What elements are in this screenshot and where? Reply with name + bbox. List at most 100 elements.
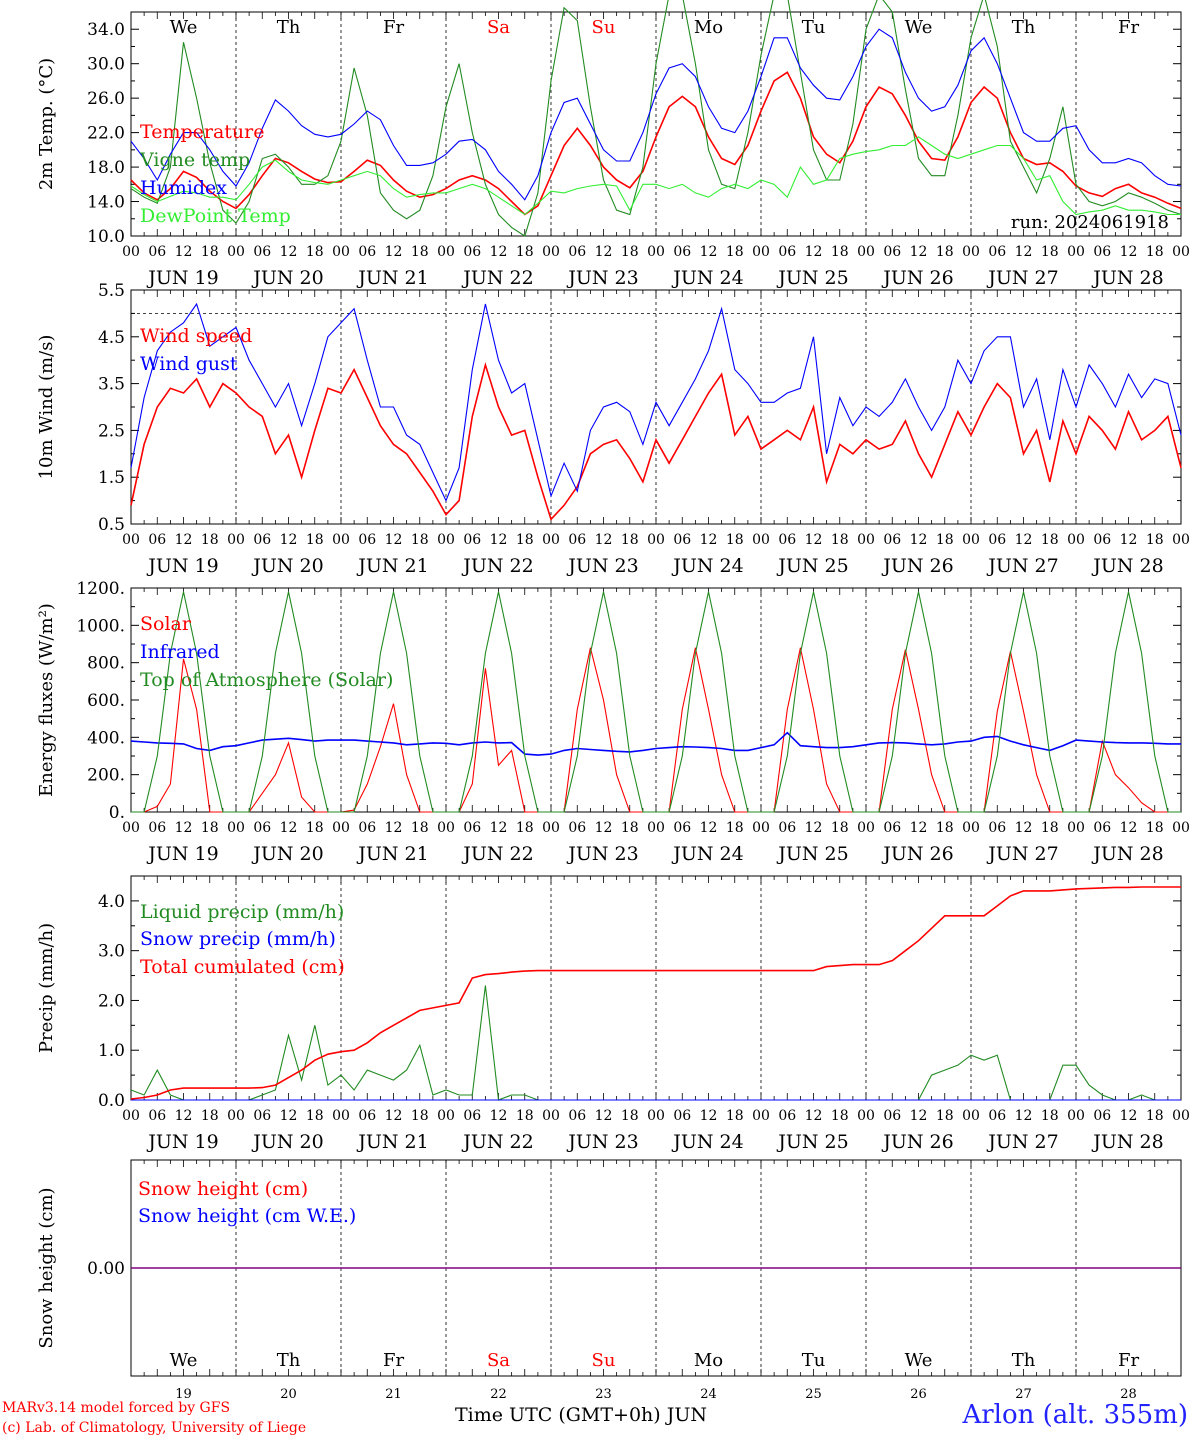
y-tick-label: 2.0 [98,991,125,1011]
hour-tick-label: 06 [988,1108,1006,1124]
weekday-label: Th [277,17,301,38]
y-tick-label: 0.0 [98,1091,125,1111]
hour-tick-label: 06 [463,820,481,836]
hour-tick-label: 12 [910,532,928,548]
hour-tick-label: 00 [647,820,665,836]
hour-tick-label: 00 [1067,1108,1085,1124]
hour-tick-label: 00 [542,820,560,836]
hour-tick-label: 18 [306,244,324,260]
y-tick-label: 800. [87,654,125,674]
hour-tick-label: 18 [831,532,849,548]
hour-tick-label: 12 [1120,1108,1138,1124]
date-label: JUN 26 [881,267,953,289]
y-tick-label: 3.5 [98,375,125,395]
date-label: JUN 25 [776,267,848,289]
legend-entry: Wind gust [140,353,238,375]
y-tick-label: 3.0 [98,942,125,962]
hour-tick-label: 12 [595,820,613,836]
date-label: JUN 22 [461,267,533,289]
hour-tick-label: 12 [700,1108,718,1124]
date-label: JUN 28 [1091,843,1163,865]
weekday-label: Sa [487,1350,510,1371]
hour-tick-label: 06 [253,820,271,836]
hour-tick-label: 18 [1041,1108,1059,1124]
hour-tick-label: 00 [1172,1108,1190,1124]
hour-tick-label: 00 [437,820,455,836]
weekday-label: Th [1012,17,1036,38]
hour-tick-label: 12 [595,1108,613,1124]
hour-tick-label: 00 [962,532,980,548]
y-axis-label: 2m Temp. (°C) [36,58,57,190]
day-number-label: 21 [385,1387,402,1402]
hour-tick-label: 12 [1120,244,1138,260]
hour-tick-label: 00 [227,532,245,548]
hour-tick-label: 06 [358,820,376,836]
run-label: run: 2024061918 [1011,212,1169,233]
y-tick-label: 18.0 [87,158,125,178]
hour-tick-label: 06 [253,244,271,260]
weekday-label: Sa [487,17,510,38]
date-label: JUN 23 [566,843,638,865]
hour-tick-label: 12 [490,532,508,548]
y-tick-label: 10.0 [87,227,125,247]
hour-tick-label: 06 [463,532,481,548]
day-number-label: 25 [805,1387,822,1402]
y-tick-label: 4.5 [98,328,125,348]
hour-tick-label: 00 [122,1108,140,1124]
hour-tick-label: 06 [1093,244,1111,260]
panel-3: 0. 200. 400. 600. 800. 1000. 1200. Energy fluxe… [36,579,1190,865]
date-label: JUN 19 [146,843,218,865]
hour-tick-label: 06 [148,532,166,548]
date-label: JUN 24 [671,1131,743,1153]
hour-tick-label: 18 [201,244,219,260]
day-number-label: 20 [280,1387,297,1402]
date-label: JUN 23 [566,1131,638,1153]
date-label: JUN 27 [986,843,1058,865]
weekday-label: Su [592,17,616,38]
legend-entry: Snow height (cm W.E.) [138,1205,356,1227]
hour-tick-label: 12 [175,244,193,260]
hour-tick-label: 18 [1041,244,1059,260]
hour-tick-label: 12 [280,244,298,260]
hour-tick-label: 00 [647,1108,665,1124]
day-number-label: 19 [175,1387,192,1402]
panel-2: 0.5 1.5 2.5 3.5 4.5 5.5 10m Wind (m/s) Wind spe… [36,281,1190,577]
series-line [130,886,1181,1100]
hour-tick-label: 00 [542,1108,560,1124]
y-axis-label: Energy fluxes (W/m²) [36,603,57,797]
hour-tick-label: 18 [516,244,534,260]
hour-tick-label: 18 [1041,820,1059,836]
hour-tick-label: 00 [962,244,980,260]
day-number-label: 26 [910,1387,927,1402]
hour-tick-label: 06 [988,532,1006,548]
hour-tick-label: 12 [490,1108,508,1124]
series-line [130,71,1182,216]
hour-tick-label: 00 [1172,244,1190,260]
hour-tick-label: 18 [831,244,849,260]
hour-tick-label: 00 [542,532,560,548]
y-tick-label: 26.0 [87,89,125,109]
weekday-label: We [905,1350,933,1371]
hour-tick-label: 06 [778,532,796,548]
weekday-label: We [170,1350,198,1371]
hour-tick-label: 06 [778,820,796,836]
hour-tick-label: 12 [490,820,508,836]
date-label: JUN 19 [146,1131,218,1153]
hour-tick-label: 18 [1146,820,1164,836]
hour-tick-label: 00 [962,1108,980,1124]
hour-tick-label: 12 [1015,244,1033,260]
hour-tick-label: 12 [910,244,928,260]
series-line [130,28,1182,201]
y-axis-label: Precip (mm/h) [36,923,57,1053]
hour-tick-label: 06 [988,820,1006,836]
hour-tick-label: 18 [411,532,429,548]
date-label: JUN 26 [881,843,953,865]
legend-entry: Solar [140,613,192,635]
series-line [130,731,1181,756]
day-number-label: 22 [490,1387,507,1402]
date-label: JUN 27 [986,267,1058,289]
hour-tick-label: 06 [253,532,271,548]
legend-entry: Infrared [140,641,220,663]
y-tick-label: 30.0 [87,55,125,75]
